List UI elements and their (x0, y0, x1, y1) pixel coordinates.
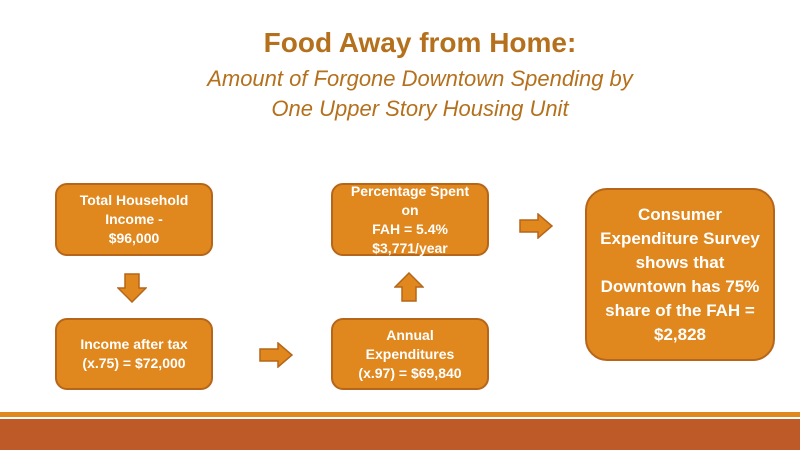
consumer-survey-line-2: Expenditure Survey (600, 228, 760, 248)
footer-accent-line (0, 412, 800, 417)
title: Food Away from Home: (263, 27, 577, 58)
household-income-line-2: Income - (105, 211, 163, 227)
consumer-survey-line-1: Consumer (637, 204, 723, 224)
percentage-spent-line-3: $3,771/year (372, 239, 448, 256)
consumer-survey-line-3: shows that (635, 252, 725, 272)
consumer-survey-line-5: share of the FAH = (605, 300, 755, 320)
arrow-right-icon (259, 342, 293, 368)
household-income-line-1: Total Household (79, 192, 189, 208)
percentage-spent-line-2: FAH = 5.4% (372, 220, 448, 237)
household-income-box: Total Household Income - $96,000 (55, 183, 213, 256)
percentage-spent-line-1: Percentage Spent on (350, 182, 470, 218)
income-after-tax-box: Income after tax (x.75) = $72,000 (55, 318, 213, 390)
household-income-line-3: $96,000 (108, 230, 160, 246)
percentage-spent-box: Percentage Spent on FAH = 5.4% $3,771/ye… (331, 183, 489, 256)
income-after-tax-line-2: (x.75) = $72,000 (82, 355, 186, 371)
arrow-up-icon (394, 272, 424, 302)
subtitle-line-1: Amount of Forgone Downtown Spending by (207, 66, 633, 91)
footer-bar (0, 419, 800, 450)
consumer-survey-line-4: Downtown has 75% (600, 276, 760, 296)
annual-expenditures-line-1: Annual Expenditures (365, 326, 455, 362)
consumer-survey-box: Consumer Expenditure Survey shows that D… (585, 188, 775, 361)
annual-expenditures-line-2: (x.97) = $69,840 (358, 364, 462, 381)
arrow-right-icon (519, 213, 553, 239)
subtitle: Amount of Forgone Downtown Spending by O… (130, 64, 710, 124)
arrow-down-icon (117, 273, 147, 303)
subtitle-line-2: One Upper Story Housing Unit (271, 96, 569, 121)
income-after-tax-line-1: Income after tax (80, 336, 188, 352)
consumer-survey-line-6: $2,828 (653, 324, 706, 344)
annual-expenditures-box: Annual Expenditures (x.97) = $69,840 (331, 318, 489, 390)
